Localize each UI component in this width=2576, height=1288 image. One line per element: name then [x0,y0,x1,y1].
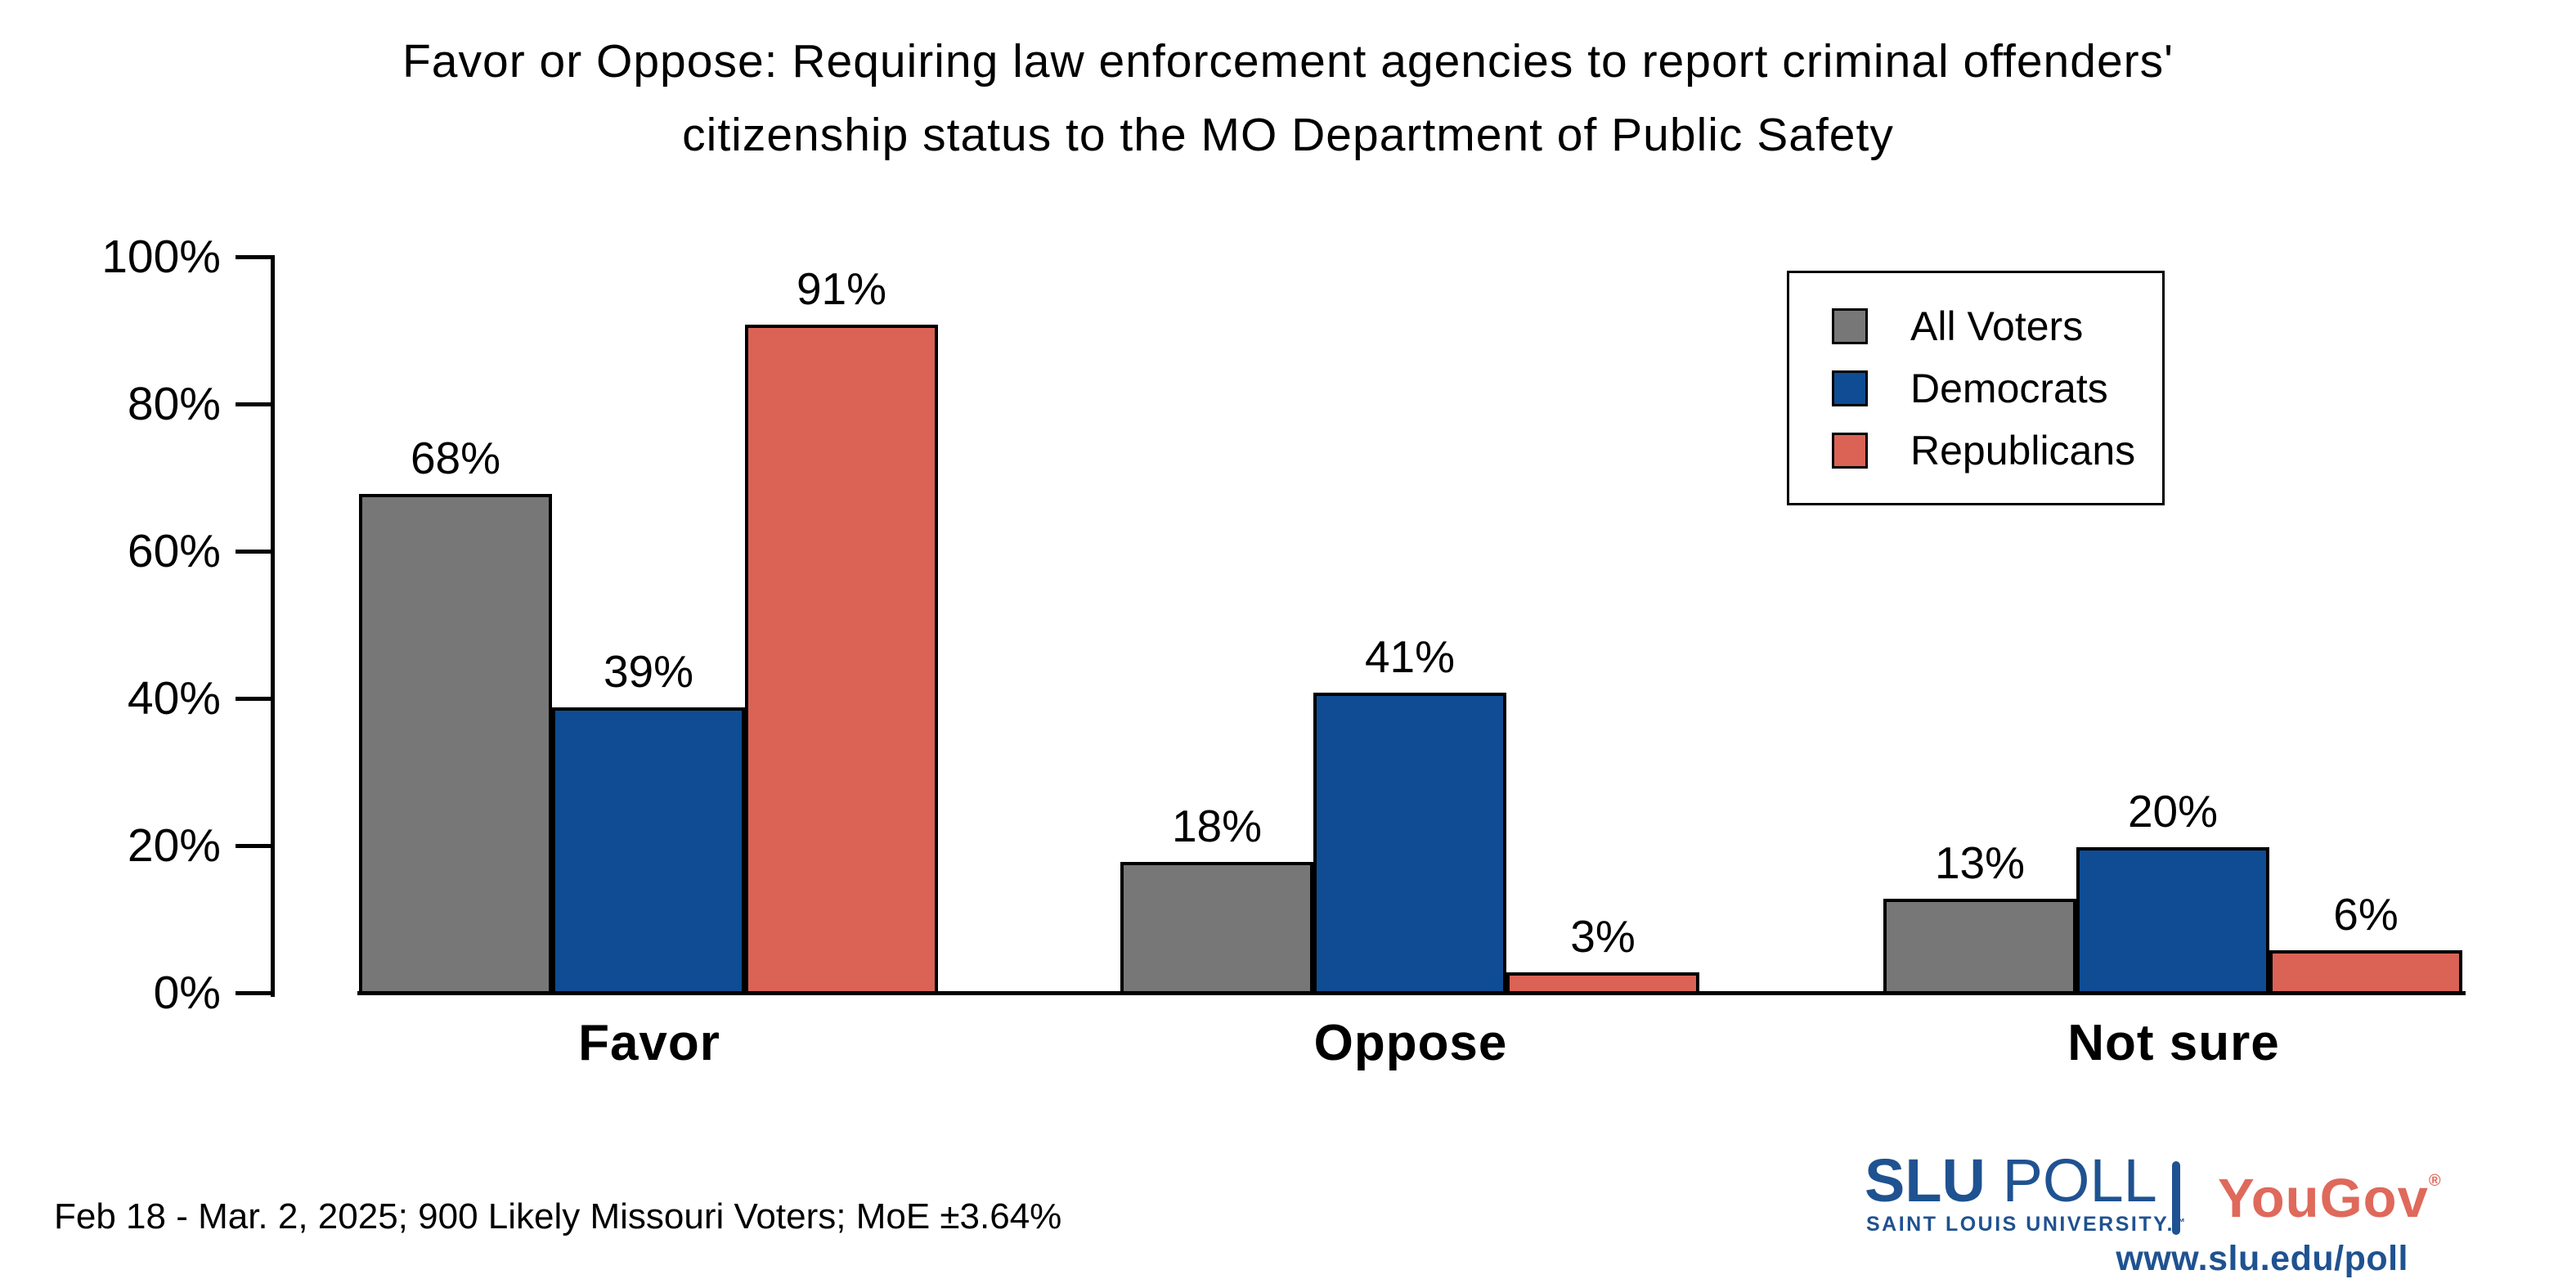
bar-all-voters-not-sure [1883,899,2076,994]
yougov-logo-text: YouGov [2218,1168,2429,1229]
registered-symbol: ® [2428,1172,2442,1190]
y-tick-label: 0% [153,967,221,1019]
legend-item-democrats: Democrats [1832,368,2162,409]
legend-swatch-republicans [1832,432,1868,469]
bar-value-label: 6% [2333,889,2399,940]
slu-poll-url: www.slu.edu/poll [2116,1239,2408,1278]
category-label: Not sure [2067,1015,2280,1071]
chart-title: Favor or Oppose: Requiring law enforceme… [0,25,2576,172]
bar-democrats-not-sure [2076,847,2269,994]
slu-tagline-text: SAINT LOUIS UNIVERSITY. [1866,1213,2174,1236]
category-label: Favor [578,1015,720,1071]
y-tick [236,550,275,554]
legend-item-all-voters: All Voters [1832,306,2162,347]
slu-logo-text: SLU [1865,1147,1986,1214]
brand-separator-bar [2172,1161,2180,1235]
y-tick-label: 80% [127,378,221,430]
bar-value-label: 18% [1171,801,1263,851]
slu-tagline: SAINT LOUIS UNIVERSITY.™ [1866,1213,2185,1236]
bar-democrats-favor [552,707,745,994]
legend-swatch-democrats [1832,370,1868,406]
bar-value-label: 68% [410,433,501,483]
legend-item-republicans: Republicans [1832,430,2162,471]
legend-label-republicans: Republicans [1910,427,2136,473]
y-tick [236,991,275,995]
category-label: Oppose [1313,1015,1508,1071]
chart-title-line1: Favor or Oppose: Requiring law enforceme… [402,35,2174,88]
y-axis-line [271,257,275,997]
yougov-logo: YouGov® [2218,1167,2442,1230]
bar-republicans-oppose [1506,972,1699,994]
y-tick [236,402,275,406]
bar-republicans-favor [745,325,938,994]
y-tick [236,844,275,848]
bar-value-label: 41% [1364,631,1456,682]
legend-label-all-voters: All Voters [1910,303,2084,349]
trademark-symbol: ™ [2174,1216,2185,1228]
y-tick-label: 100% [101,231,221,283]
bar-value-label: 13% [1934,837,2026,888]
bar-all-voters-favor [359,494,552,994]
bar-value-label: 20% [2127,786,2219,837]
bar-value-label: 91% [796,263,887,314]
legend-label-democrats: Democrats [1910,365,2108,411]
bar-value-label: 3% [1570,911,1636,962]
footnote: Feb 18 - Mar. 2, 2025; 900 Likely Missou… [54,1196,1062,1236]
y-tick-label: 40% [127,672,221,725]
chart-title-line2: citizenship status to the MO Department … [682,109,1894,161]
poll-logo-text: POLL [2002,1147,2157,1214]
slu-poll-logo: SLU POLL [1865,1150,2157,1212]
y-tick-label: 60% [127,525,221,577]
legend: All Voters Democrats Republicans [1787,271,2165,505]
bar-value-label: 39% [603,646,694,697]
y-tick [236,255,275,259]
bar-democrats-oppose [1313,693,1506,994]
legend-swatch-all-voters [1832,307,1868,344]
y-tick-label: 20% [127,819,221,872]
y-tick [236,697,275,701]
bar-republicans-not-sure [2269,950,2462,994]
bar-all-voters-oppose [1120,862,1313,994]
